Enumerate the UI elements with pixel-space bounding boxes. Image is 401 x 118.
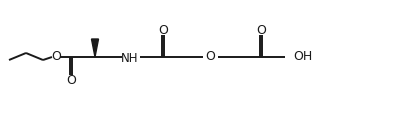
Polygon shape — [91, 39, 98, 57]
Text: O: O — [51, 51, 61, 63]
Text: O: O — [66, 74, 76, 86]
Text: O: O — [158, 23, 168, 36]
Text: OH: OH — [292, 51, 312, 63]
Text: O: O — [205, 51, 215, 63]
Text: NH: NH — [121, 51, 138, 65]
Text: O: O — [255, 23, 265, 36]
